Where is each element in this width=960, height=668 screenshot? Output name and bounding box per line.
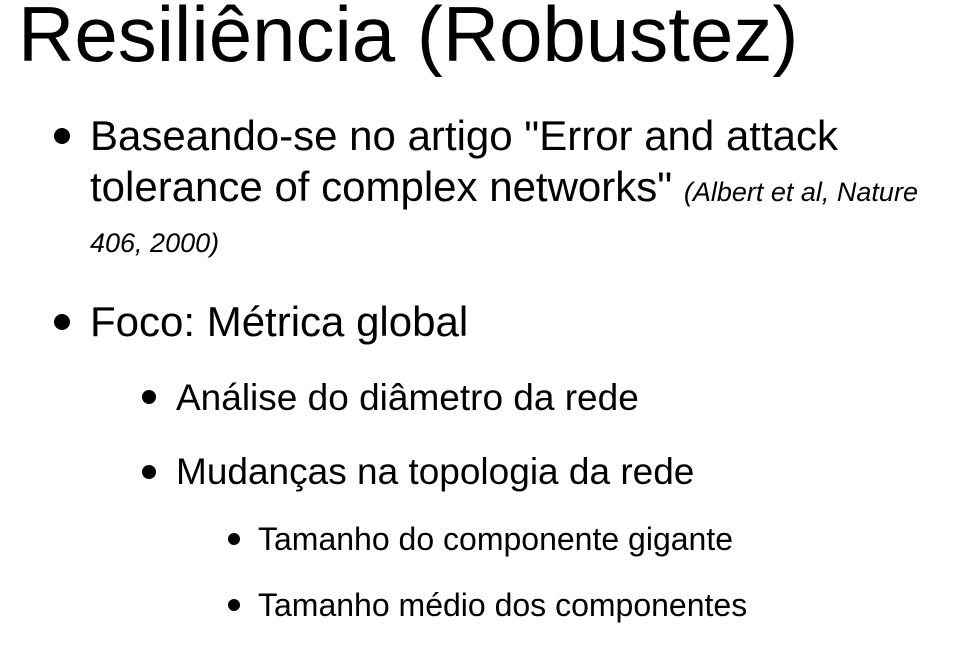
list-item: Mudanças na topologia da rede Tamanho do… bbox=[142, 449, 942, 626]
bullet-list-level1: Baseando-se no artigo "Error and attack … bbox=[18, 110, 942, 627]
bullet-text: Análise do diâmetro da rede bbox=[176, 377, 639, 418]
slide-title: Resiliência (Robustez) bbox=[18, 0, 942, 76]
list-item: Análise do diâmetro da rede bbox=[142, 375, 942, 421]
bullet-text: Mudanças na topologia da rede bbox=[176, 451, 694, 492]
slide: Resiliência (Robustez) Baseando-se no ar… bbox=[0, 0, 960, 662]
bullet-text: Tamanho médio dos componentes bbox=[258, 587, 747, 623]
bullet-text: Foco: Métrica global bbox=[90, 298, 468, 345]
list-item: Tamanho médio dos componentes bbox=[228, 585, 942, 627]
bullet-list-level3: Tamanho do componente gigante Tamanho mé… bbox=[176, 519, 942, 626]
list-item: Tamanho do componente gigante bbox=[228, 519, 942, 561]
bullet-list-level2: Análise do diâmetro da rede Mudanças na … bbox=[90, 375, 942, 627]
bullet-text: Tamanho do componente gigante bbox=[258, 521, 733, 557]
list-item: Foco: Métrica global Análise do diâmetro… bbox=[54, 296, 942, 627]
list-item: Baseando-se no artigo "Error and attack … bbox=[54, 110, 942, 264]
